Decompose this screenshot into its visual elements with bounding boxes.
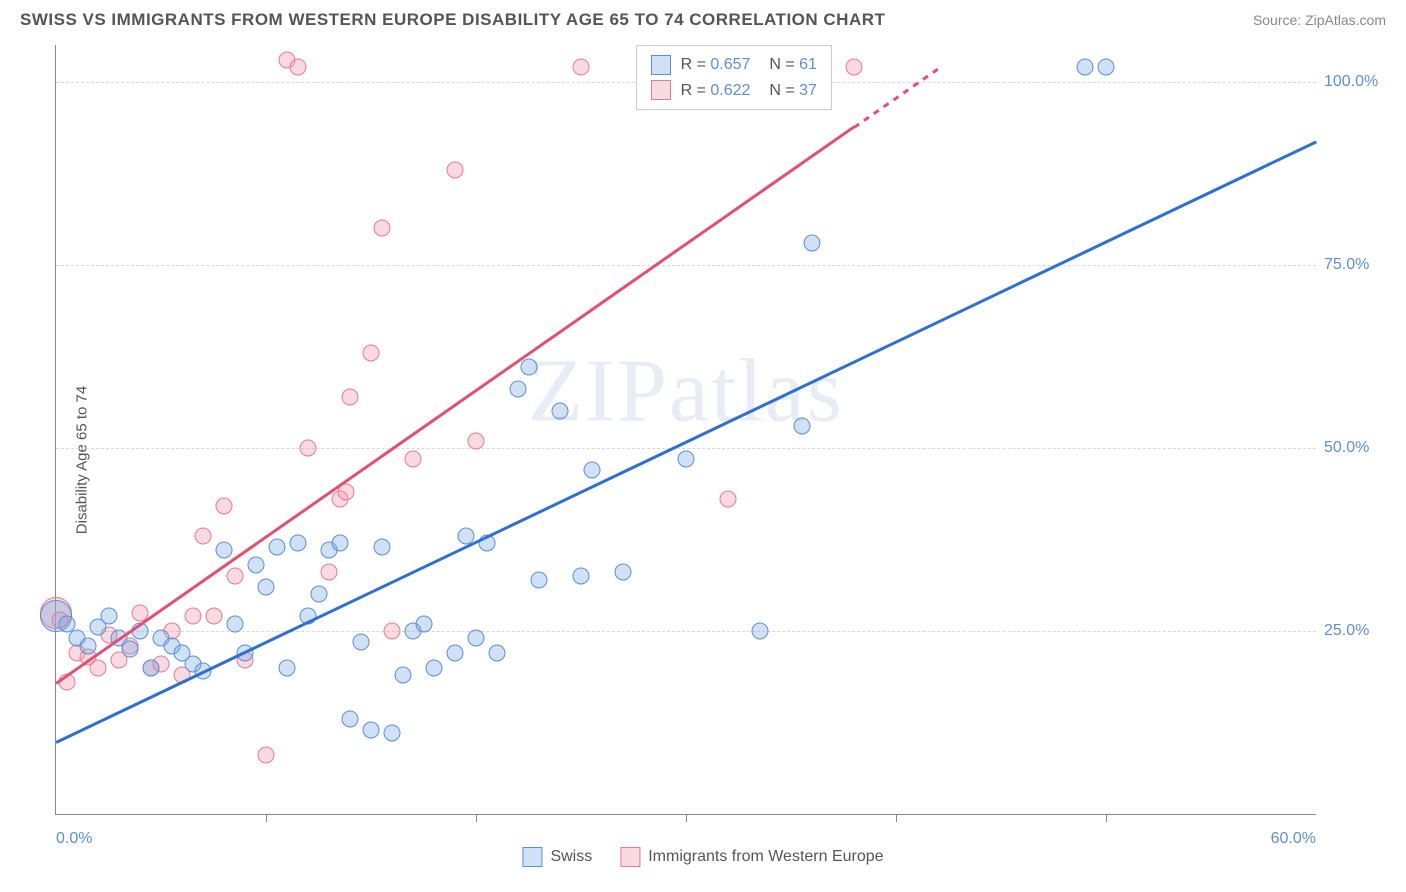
data-point-swiss (352, 633, 369, 650)
data-point-swiss (415, 615, 432, 632)
data-point-swiss (142, 659, 159, 676)
data-point-swiss (804, 234, 821, 251)
data-point-swiss (468, 630, 485, 647)
data-point-swiss (268, 538, 285, 555)
correlation-legend: R = 0.657 N = 61 R = 0.622 N = 37 (636, 45, 832, 110)
data-point-swiss (79, 637, 96, 654)
data-point-swiss (552, 403, 569, 420)
data-point-swiss (310, 586, 327, 603)
data-point-swiss (331, 535, 348, 552)
swiss-swatch (651, 55, 671, 75)
data-point-swiss (678, 450, 695, 467)
data-point-swiss (447, 644, 464, 661)
chart-title: SWISS VS IMMIGRANTS FROM WESTERN EUROPE … (20, 10, 885, 30)
data-point-imm (205, 608, 222, 625)
swiss-swatch-icon (522, 847, 542, 867)
y-tick-label: 100.0% (1324, 73, 1394, 91)
data-point-swiss (279, 659, 296, 676)
plot-area: ZIPatlas R = 0.657 N = 61 R = 0.622 N = … (55, 45, 1316, 815)
data-point-swiss (100, 608, 117, 625)
data-point-imm (373, 220, 390, 237)
data-point-swiss (531, 571, 548, 588)
data-point-swiss (1098, 58, 1115, 75)
data-point-swiss (247, 557, 264, 574)
data-point-swiss (615, 564, 632, 581)
x-tick-label: 60.0% (1271, 830, 1316, 848)
trend-line (55, 126, 854, 685)
x-tick (476, 814, 477, 822)
x-tick (1106, 814, 1107, 822)
data-point-imm (289, 58, 306, 75)
data-point-imm (363, 344, 380, 361)
data-point-swiss (489, 644, 506, 661)
y-tick-label: 25.0% (1324, 622, 1394, 640)
swiss-legend-label: Swiss (550, 848, 592, 866)
data-point-swiss (583, 461, 600, 478)
data-point-swiss (510, 381, 527, 398)
data-point-imm (846, 58, 863, 75)
data-point-swiss (289, 535, 306, 552)
data-point-imm (321, 564, 338, 581)
gridline (56, 265, 1316, 266)
data-point-swiss (384, 725, 401, 742)
gridline (56, 631, 1316, 632)
data-point-imm (300, 439, 317, 456)
data-point-imm (405, 450, 422, 467)
data-point-imm (447, 161, 464, 178)
data-point-imm (216, 498, 233, 515)
x-tick-label: 0.0% (56, 830, 92, 848)
data-point-swiss (573, 567, 590, 584)
x-tick (896, 814, 897, 822)
data-point-imm (342, 388, 359, 405)
y-tick-label: 75.0% (1324, 256, 1394, 274)
x-tick (686, 814, 687, 822)
data-point-imm (184, 608, 201, 625)
immigrants-swatch-icon (620, 847, 640, 867)
source-attribution: Source: ZipAtlas.com (1253, 12, 1386, 28)
data-point-imm (195, 527, 212, 544)
immigrants-legend-label: Immigrants from Western Europe (648, 848, 883, 866)
data-point-imm (258, 747, 275, 764)
data-point-swiss (520, 359, 537, 376)
data-point-swiss (121, 641, 138, 658)
data-point-imm (384, 622, 401, 639)
data-point-swiss (226, 615, 243, 632)
trend-line (853, 67, 938, 128)
data-point-swiss (1077, 58, 1094, 75)
gridline (56, 448, 1316, 449)
immigrants-swatch (651, 80, 671, 100)
data-point-swiss (793, 417, 810, 434)
chart-container: Disability Age 65 to 74 ZIPatlas R = 0.6… (0, 35, 1406, 885)
data-point-swiss (363, 721, 380, 738)
data-point-imm (573, 58, 590, 75)
trend-line (55, 140, 1316, 743)
data-point-swiss (751, 622, 768, 639)
data-point-swiss (216, 542, 233, 559)
data-point-swiss (394, 666, 411, 683)
data-point-swiss (426, 659, 443, 676)
data-point-swiss (342, 710, 359, 727)
data-point-swiss (258, 578, 275, 595)
data-point-imm (468, 432, 485, 449)
x-tick (266, 814, 267, 822)
series-legend: Swiss Immigrants from Western Europe (522, 847, 883, 867)
data-point-swiss (373, 538, 390, 555)
data-point-imm (226, 567, 243, 584)
data-point-imm (90, 659, 107, 676)
y-tick-label: 50.0% (1324, 439, 1394, 457)
data-point-imm (720, 491, 737, 508)
